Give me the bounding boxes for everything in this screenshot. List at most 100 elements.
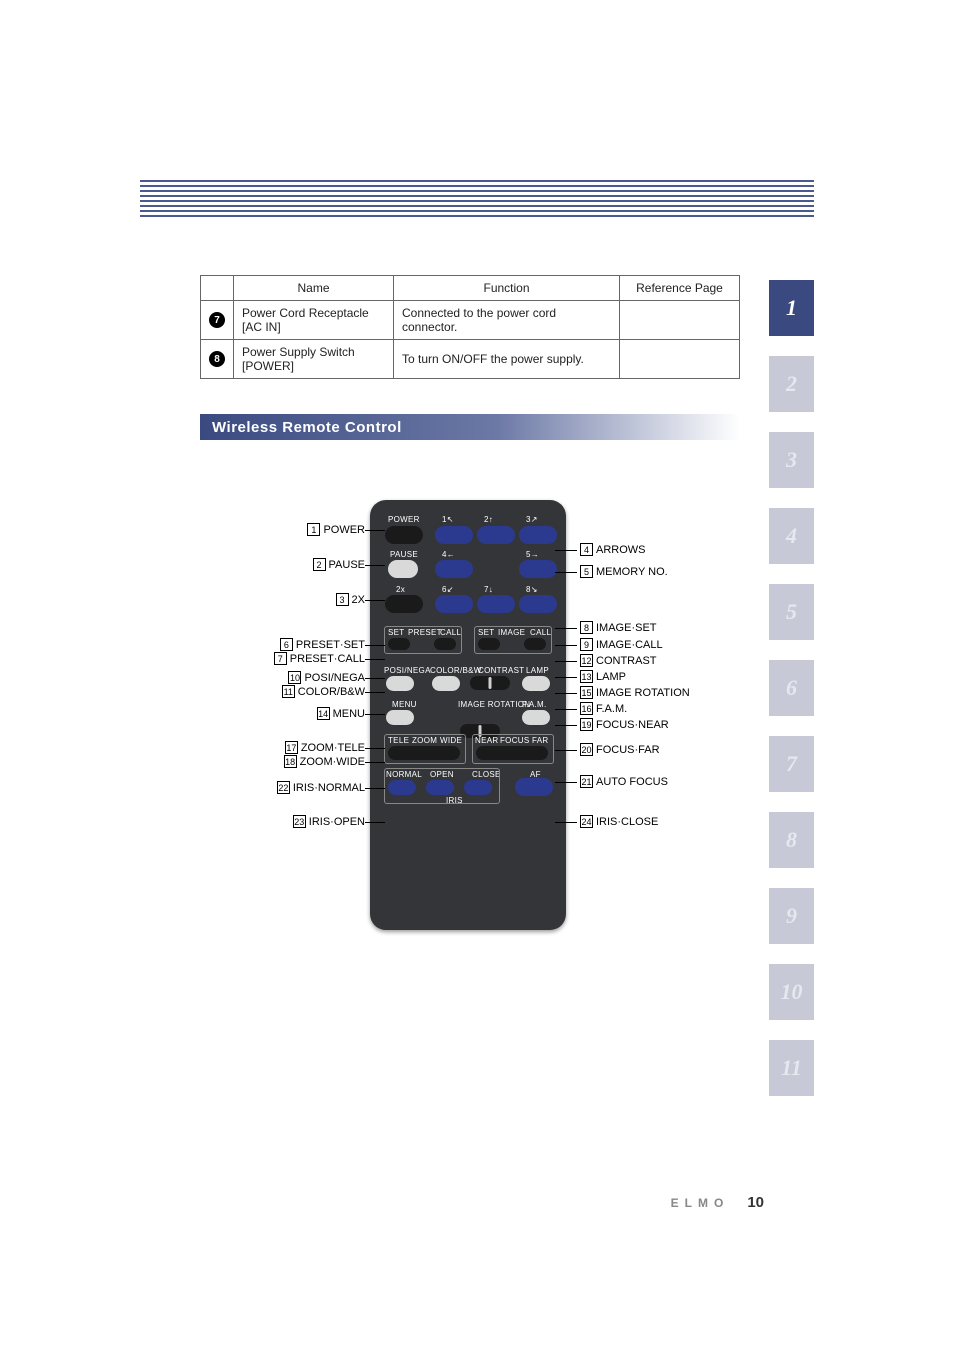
leader-line bbox=[555, 750, 577, 751]
row-marker-7: 7 bbox=[209, 312, 225, 328]
leader-line bbox=[365, 788, 385, 789]
callout-8: 8IMAGE·SET bbox=[580, 621, 657, 634]
btn-preset-call bbox=[434, 638, 456, 650]
btn-arrow-7 bbox=[477, 595, 515, 613]
footer-page-number: 10 bbox=[747, 1194, 764, 1211]
lbl-2x: 2x bbox=[396, 585, 405, 594]
lbl-tele: TELE bbox=[388, 736, 409, 745]
leader-line bbox=[555, 572, 577, 573]
side-tab-5: 5 bbox=[769, 584, 814, 640]
lbl-pause: PAUSE bbox=[390, 550, 418, 559]
callout-6: 6PRESET·SET bbox=[245, 638, 365, 651]
leader-line bbox=[555, 782, 577, 783]
lbl-zoom: ZOOM bbox=[412, 736, 437, 745]
callout-7: 7PRESET·CALL bbox=[245, 652, 365, 665]
lbl-arrow-7: 7↓ bbox=[484, 585, 493, 594]
table-row: 7 Power Cord Receptacle [AC IN] Connecte… bbox=[201, 301, 740, 340]
callout-18: 18ZOOM·WIDE bbox=[245, 755, 365, 768]
btn-arrow-2 bbox=[477, 526, 515, 544]
remote-diagram: POWER 1↖ 2↑ 3↗ PAUSE 4← 5→ 2x 6↙ 7↓ 8↘ bbox=[200, 490, 740, 980]
callout-12: 12CONTRAST bbox=[580, 654, 657, 667]
side-tab-3: 3 bbox=[769, 432, 814, 488]
side-tab-8: 8 bbox=[769, 812, 814, 868]
row-name: Power Cord Receptacle [AC IN] bbox=[234, 301, 394, 340]
leader-line bbox=[365, 748, 385, 749]
btn-pause bbox=[388, 560, 418, 578]
callout-16: 16F.A.M. bbox=[580, 702, 627, 715]
leader-line bbox=[365, 714, 385, 715]
side-tab-9: 9 bbox=[769, 888, 814, 944]
col-name: Name bbox=[234, 276, 394, 301]
leader-line bbox=[555, 661, 577, 662]
btn-contrast bbox=[470, 676, 510, 690]
callout-17: 17ZOOM·TELE bbox=[245, 741, 365, 754]
leader-line bbox=[365, 822, 385, 823]
btn-image-call bbox=[524, 638, 546, 650]
btn-arrow-1 bbox=[435, 526, 473, 544]
side-tab-1: 1 bbox=[769, 280, 814, 336]
lbl-posinega: POSI/NEGA bbox=[384, 666, 431, 675]
btn-zoom-rocker bbox=[388, 746, 460, 760]
lbl-power: POWER bbox=[388, 515, 420, 524]
lbl-contrast: CONTRAST bbox=[478, 666, 524, 675]
leader-line bbox=[555, 709, 577, 710]
leader-line bbox=[555, 693, 577, 694]
side-tab-7: 7 bbox=[769, 736, 814, 792]
row-marker-8: 8 bbox=[209, 351, 225, 367]
lbl-wide: WIDE bbox=[440, 736, 462, 745]
lbl-arrow-1: 1↖ bbox=[442, 515, 454, 524]
lbl-arrow-4: 4← bbox=[442, 550, 455, 559]
row-name: Power Supply Switch [POWER] bbox=[234, 340, 394, 379]
btn-fam bbox=[522, 710, 550, 725]
lbl-near: NEAR bbox=[475, 736, 498, 745]
callout-11: 11COLOR/B&W bbox=[245, 685, 365, 698]
lbl-image-set: SET bbox=[478, 628, 494, 637]
btn-focus-rocker bbox=[476, 746, 548, 760]
col-reference: Reference Page bbox=[620, 276, 740, 301]
callout-3: 32X bbox=[245, 593, 365, 606]
callout-14: 14MENU bbox=[245, 707, 365, 720]
leader-line bbox=[365, 692, 385, 693]
iris-group-box bbox=[384, 768, 500, 804]
lbl-arrow-8: 8↘ bbox=[526, 585, 538, 594]
lbl-fam: F.A.M. bbox=[522, 700, 546, 709]
lbl-lamp: LAMP bbox=[526, 666, 549, 675]
callout-22: 22IRIS·NORMAL bbox=[245, 781, 365, 794]
leader-line bbox=[555, 550, 577, 551]
side-tab-4: 4 bbox=[769, 508, 814, 564]
leader-line bbox=[555, 725, 577, 726]
btn-image-set bbox=[478, 638, 500, 650]
callout-13: 13LAMP bbox=[580, 670, 626, 683]
leader-line bbox=[365, 645, 385, 646]
remote-body: POWER 1↖ 2↑ 3↗ PAUSE 4← 5→ 2x 6↙ 7↓ 8↘ bbox=[370, 500, 566, 930]
lbl-far: FAR bbox=[532, 736, 548, 745]
btn-arrow-8 bbox=[519, 595, 557, 613]
lbl-focus: FOCUS bbox=[500, 736, 530, 745]
leader-line bbox=[555, 822, 577, 823]
leader-line bbox=[365, 659, 385, 660]
side-tab-11: 11 bbox=[769, 1040, 814, 1096]
footer-brand: ELMO bbox=[671, 1196, 730, 1210]
callout-21: 21AUTO FOCUS bbox=[580, 775, 668, 788]
leader-line bbox=[555, 677, 577, 678]
table-row: 8 Power Supply Switch [POWER] To turn ON… bbox=[201, 340, 740, 379]
btn-arrow-5 bbox=[519, 560, 557, 578]
lbl-preset-set: SET bbox=[388, 628, 404, 637]
btn-power bbox=[385, 526, 423, 544]
lbl-arrow-2: 2↑ bbox=[484, 515, 493, 524]
lbl-image-call: CALL bbox=[530, 628, 551, 637]
btn-menu bbox=[386, 710, 414, 725]
lbl-iris-group: IRIS bbox=[446, 796, 463, 805]
lbl-arrow-5: 5→ bbox=[526, 550, 539, 559]
leader-line bbox=[365, 600, 385, 601]
side-tab-6: 6 bbox=[769, 660, 814, 716]
lbl-arrow-3: 3↗ bbox=[526, 515, 538, 524]
callout-19: 19FOCUS·NEAR bbox=[580, 718, 669, 731]
header-rule-lines bbox=[140, 180, 814, 220]
leader-line bbox=[555, 645, 577, 646]
lbl-preset: PRESET bbox=[408, 628, 442, 637]
leader-line bbox=[555, 628, 577, 629]
row-ref bbox=[620, 340, 740, 379]
side-tabs: 1234567891011 bbox=[769, 280, 814, 1116]
btn-lamp bbox=[522, 676, 550, 691]
